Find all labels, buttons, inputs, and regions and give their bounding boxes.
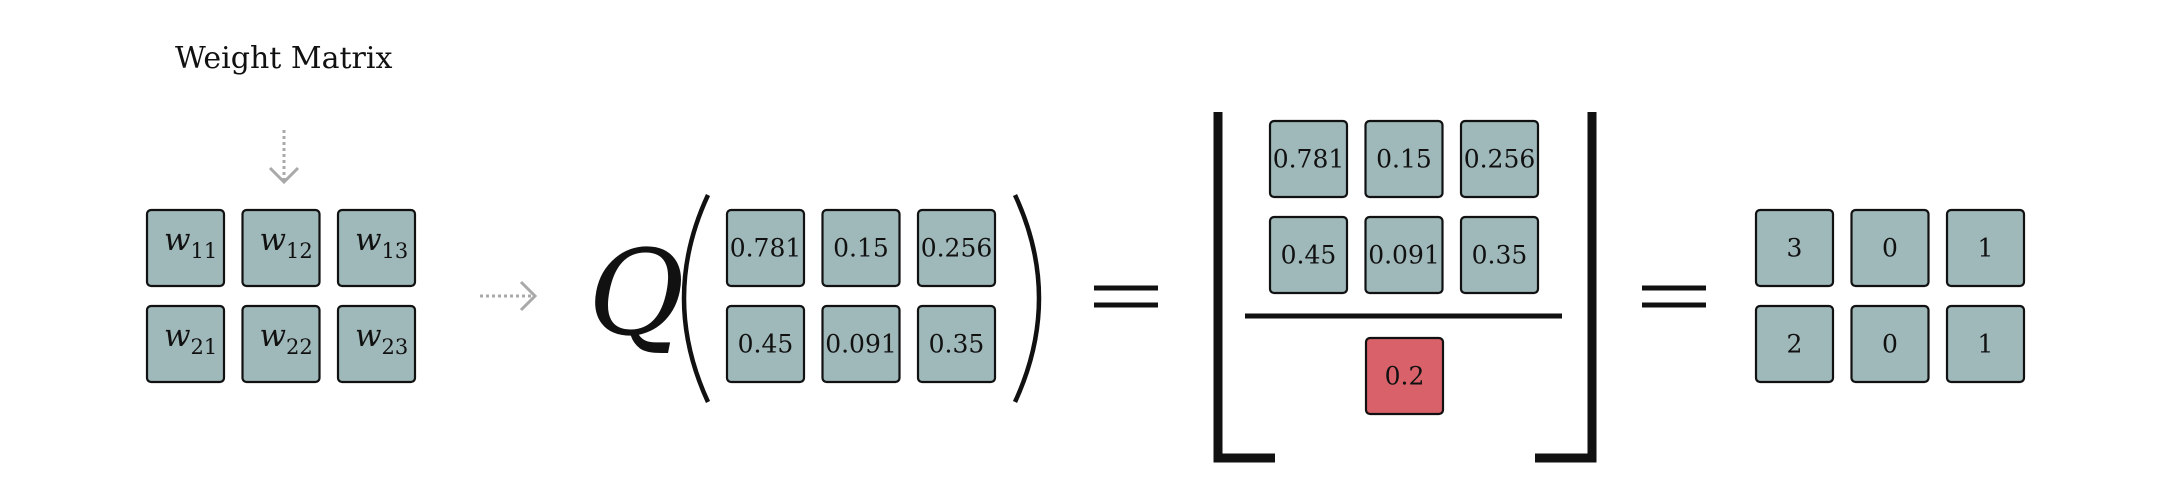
numerator-cell-2-2: 0.091 <box>1364 215 1444 295</box>
weight-cell-1-3: w13 <box>336 208 417 288</box>
right-arrow-icon <box>480 280 538 312</box>
numerator-cell-1-1: 0.781 <box>1268 119 1349 199</box>
numerator-value-2-3: 0.35 <box>1472 241 1528 270</box>
weight-subscript: 23 <box>382 335 409 359</box>
floor-bracket-left <box>1213 112 1275 463</box>
weight-symbol-2-3: w23 <box>355 318 408 359</box>
scale-factor-cell: 0.2 <box>1364 336 1445 416</box>
weight-symbol-2-2: w22 <box>260 318 313 359</box>
quantizer-input-value-1-2: 0.15 <box>833 234 889 263</box>
down-arrow-icon <box>268 130 300 185</box>
result-value-2-2: 0 <box>1882 330 1898 359</box>
numerator-cell-1-2: 0.15 <box>1364 119 1444 199</box>
weight-cell-1-1: w11 <box>145 208 226 288</box>
weight-symbol-2-1: w21 <box>164 318 217 359</box>
weight-symbol: w <box>355 318 382 354</box>
weight-symbol: w <box>355 222 382 258</box>
equals-sign <box>1094 285 1158 308</box>
weight-symbol-1-1: w11 <box>164 222 217 263</box>
weight-subscript: 13 <box>382 239 409 263</box>
weight-symbol-1-2: w12 <box>260 222 313 263</box>
scale-factor-value: 0.2 <box>1385 362 1425 391</box>
weight-subscript: 21 <box>191 335 218 359</box>
result-cell-1-1: 3 <box>1754 208 1835 288</box>
result-cell-2-3: 1 <box>1945 304 2026 384</box>
result-value-2-1: 2 <box>1787 330 1803 359</box>
quantizer-input-cell-2-1: 0.45 <box>725 304 806 384</box>
result-value-2-3: 1 <box>1978 330 1994 359</box>
result-cell-1-2: 0 <box>1850 208 1930 288</box>
quantizer-input-cell-2-2: 0.091 <box>821 304 901 384</box>
floor-numerator-grid: 0.781 0.15 0.256 0.45 0.091 0.35 <box>1268 119 1540 295</box>
weight-symbol: w <box>164 318 191 354</box>
quantized-result-grid: 3 0 1 2 0 1 <box>1754 208 2026 384</box>
quantizer-input-cell-1-3: 0.256 <box>916 208 997 288</box>
numerator-value-1-1: 0.781 <box>1273 145 1345 174</box>
result-cell-1-3: 1 <box>1945 208 2026 288</box>
quantizer-input-cell-2-3: 0.35 <box>916 304 997 384</box>
result-value-1-1: 3 <box>1787 234 1803 263</box>
quantizer-input-value-1-1: 0.781 <box>730 234 802 263</box>
result-cell-2-1: 2 <box>1754 304 1835 384</box>
numerator-cell-1-3: 0.256 <box>1459 119 1540 199</box>
result-value-1-2: 0 <box>1882 234 1898 263</box>
result-value-1-3: 1 <box>1978 234 1994 263</box>
left-parenthesis <box>681 194 711 403</box>
quantizer-input-grid: 0.781 0.15 0.256 0.45 0.091 0.35 <box>725 208 997 384</box>
quantizer-symbol: Q <box>588 224 685 362</box>
weight-subscript: 12 <box>286 239 313 263</box>
quantizer-input-value-2-3: 0.35 <box>929 330 985 359</box>
floor-bracket-right <box>1535 112 1597 463</box>
numerator-value-2-1: 0.45 <box>1281 241 1337 270</box>
weight-symbol: w <box>260 222 287 258</box>
weight-symbol: w <box>164 222 191 258</box>
weight-symbol: w <box>260 318 287 354</box>
quantizer-input-value-1-3: 0.256 <box>921 234 993 263</box>
weight-cell-2-3: w23 <box>336 304 417 384</box>
quantizer-input-value-2-2: 0.091 <box>825 330 897 359</box>
weight-cell-1-2: w12 <box>241 208 321 288</box>
equals-sign-2 <box>1642 285 1706 308</box>
result-cell-2-2: 0 <box>1850 304 1930 384</box>
weight-subscript: 22 <box>286 335 313 359</box>
weight-matrix-title: Weight Matrix <box>175 41 392 76</box>
weight-symbol-1-3: w13 <box>355 222 408 263</box>
weight-cell-2-1: w21 <box>145 304 226 384</box>
weight-cell-2-2: w22 <box>241 304 321 384</box>
quantizer-input-cell-1-2: 0.15 <box>821 208 901 288</box>
numerator-value-1-2: 0.15 <box>1376 145 1432 174</box>
numerator-cell-2-3: 0.35 <box>1459 215 1540 295</box>
weight-subscript: 11 <box>191 239 218 263</box>
right-parenthesis <box>1012 194 1042 403</box>
numerator-cell-2-1: 0.45 <box>1268 215 1349 295</box>
numerator-value-2-2: 0.091 <box>1368 241 1440 270</box>
quantizer-input-cell-1-1: 0.781 <box>725 208 806 288</box>
quantizer-input-value-2-1: 0.45 <box>738 330 794 359</box>
numerator-value-1-3: 0.256 <box>1464 145 1536 174</box>
